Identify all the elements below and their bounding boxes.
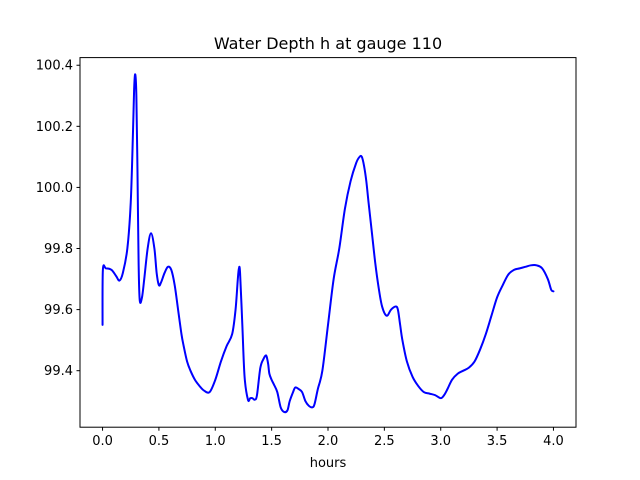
y-tick-label: 100.4 bbox=[36, 59, 73, 74]
x-tick-label: 3.0 bbox=[430, 434, 451, 449]
y-tick-label: 99.8 bbox=[44, 242, 73, 257]
plot-area bbox=[80, 57, 576, 428]
x-tick-label: 1.0 bbox=[205, 434, 226, 449]
x-tick-label: 1.5 bbox=[261, 434, 282, 449]
y-tick-label: 100.0 bbox=[36, 181, 73, 196]
y-axis-ticks: 99.4 99.6 99.8 100.0 100.2 100.4 bbox=[36, 59, 80, 379]
y-tick-label: 99.6 bbox=[44, 303, 73, 318]
x-axis-label: hours bbox=[310, 456, 347, 471]
x-tick-label: 0.0 bbox=[92, 434, 113, 449]
x-tick-label: 4.0 bbox=[543, 434, 564, 449]
y-tick-label: 99.4 bbox=[44, 364, 73, 379]
x-axis-ticks: 0.0 0.5 1.0 1.5 2.0 2.5 3.0 3.5 4.0 bbox=[92, 427, 564, 449]
series-line-water-depth bbox=[101, 73, 555, 414]
y-tick-label: 100.2 bbox=[36, 120, 73, 135]
plot-frame bbox=[79, 57, 577, 428]
chart-title: Water Depth h at gauge 110 bbox=[214, 34, 442, 53]
x-tick-label: 2.5 bbox=[374, 434, 395, 449]
x-tick-label: 2.0 bbox=[318, 434, 339, 449]
x-tick-label: 0.5 bbox=[149, 434, 170, 449]
x-tick-label: 3.5 bbox=[487, 434, 508, 449]
